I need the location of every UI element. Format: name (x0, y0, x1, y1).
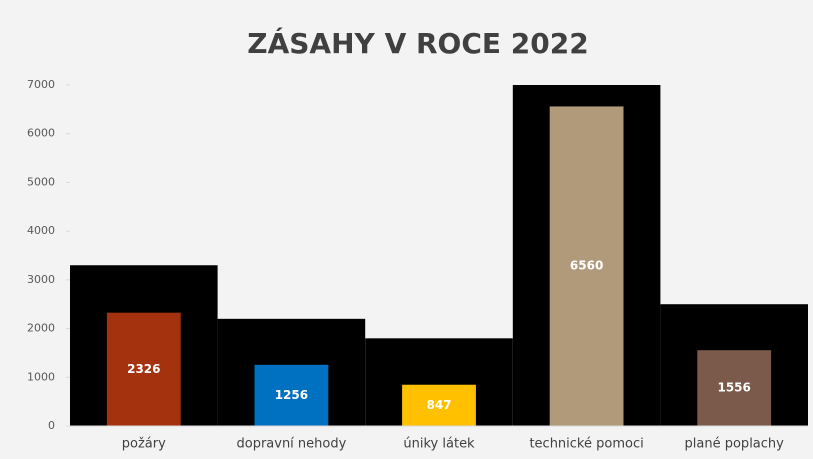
bar (106, 312, 181, 426)
y-tick-label: 6000 (27, 127, 55, 140)
x-tick-label: úniky látek (403, 437, 475, 452)
x-tick-label: požáry (122, 437, 166, 452)
y-tick-label: 1000 (27, 370, 55, 383)
x-tick-label: technické pomoci (529, 437, 643, 452)
data-label: 2326 (127, 362, 160, 376)
y-tick-label: 3000 (27, 273, 55, 286)
x-tick-label: plané poplachy (685, 437, 785, 452)
data-label: 1256 (275, 388, 308, 402)
bar (254, 364, 329, 426)
y-tick-label: 7000 (27, 78, 55, 91)
y-tick-label: 0 (48, 419, 55, 432)
bar (697, 350, 772, 426)
data-label: 6560 (570, 259, 603, 273)
bar (402, 384, 476, 426)
data-label: 1556 (717, 381, 750, 395)
y-tick-label: 2000 (27, 322, 55, 335)
data-label: 847 (426, 398, 451, 412)
y-tick-label: 5000 (27, 175, 55, 188)
x-tick-label: dopravní nehody (236, 437, 346, 452)
bar (549, 106, 624, 426)
y-tick-label: 4000 (27, 224, 55, 237)
chart-title: ZÁSAHY V ROCE 2022 (247, 26, 588, 60)
